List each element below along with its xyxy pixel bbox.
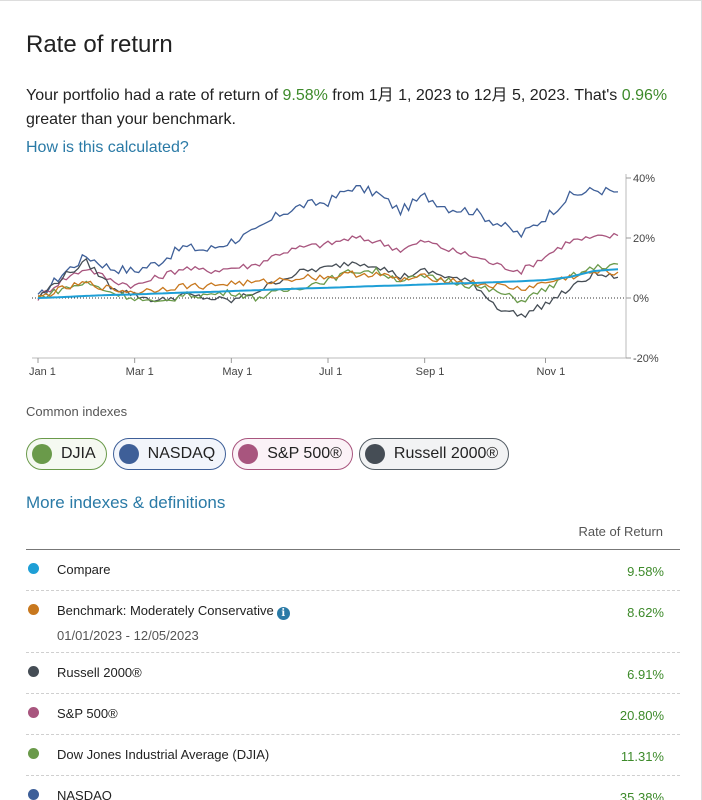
- table-row-compare: Compare 9.58%: [26, 550, 680, 591]
- summary-suffix: greater than your benchmark.: [26, 111, 236, 128]
- returns-table: Compare 9.58% Benchmark: Moderately Cons…: [26, 550, 680, 800]
- row-name: Compare: [57, 562, 111, 577]
- nasdaq-color-dot: [118, 444, 139, 464]
- x-tick-label: Mar 1: [126, 366, 154, 378]
- table-header-divider: [26, 549, 680, 550]
- nasdaq-chip[interactable]: NASDAQ: [112, 438, 227, 470]
- table-row-djia: Dow Jones Industrial Average (DJIA) 11.3…: [26, 735, 680, 776]
- nasdaq-row-color-dot: [28, 789, 39, 800]
- y-tick-label: -20%: [633, 353, 659, 365]
- benchmark-color-dot: [28, 604, 39, 615]
- y-tick-label: 40%: [633, 173, 655, 185]
- x-tick-label: May 1: [222, 366, 252, 378]
- row-value: 11.31%: [620, 749, 664, 764]
- djia-row-color-dot: [28, 748, 39, 759]
- how-calculated-link[interactable]: How is this calculated?: [26, 139, 189, 156]
- row-value: 20.80%: [619, 708, 664, 723]
- benchmark-difference-value: 0.96%: [621, 87, 668, 104]
- russell-color-dot: [364, 444, 385, 464]
- rate-of-return-column-header: Rate of Return: [578, 524, 663, 539]
- series-line-s-p-500: [37, 232, 619, 301]
- x-tick-label: Sep 1: [416, 366, 445, 378]
- table-row-sp500: S&P 500® 20.80%: [26, 694, 680, 735]
- row-value: 9.58%: [627, 564, 664, 579]
- row-name: NASDAQ: [57, 788, 112, 800]
- page-title: Rate of return: [26, 31, 173, 58]
- series-line-compare: [37, 268, 619, 299]
- row-value: 35.38%: [619, 790, 664, 800]
- x-tick-label: Nov 1: [537, 366, 566, 378]
- row-name: S&P 500®: [57, 706, 118, 721]
- summary-prefix: Your portfolio had a rate of return of: [26, 87, 283, 104]
- row-value: 8.62%: [627, 605, 664, 620]
- sp500-chip-label: S&P 500®: [267, 445, 342, 462]
- table-row-russell: Russell 2000® 6.91%: [26, 653, 680, 694]
- row-value: 6.91%: [627, 667, 664, 682]
- x-tick-label: Jul 1: [319, 366, 342, 378]
- row-name: Russell 2000®: [57, 665, 142, 680]
- index-chip-group: DJIA NASDAQ S&P 500® Russell 2000®: [26, 438, 510, 470]
- summary-middle: from 1月 1, 2023 to 12月 5, 2023. That's: [327, 87, 622, 104]
- series-line-dow-jones-industrial-average-djia: [37, 262, 619, 304]
- series-line-benchmark-moderately-conservative: [37, 268, 619, 298]
- nasdaq-chip-label: NASDAQ: [147, 445, 216, 462]
- djia-color-dot: [32, 444, 52, 464]
- row-name: Benchmark: Moderately Conservative: [57, 603, 274, 618]
- djia-chip[interactable]: DJIA: [26, 438, 107, 470]
- y-tick-label: 0%: [633, 293, 649, 305]
- sp500-row-color-dot: [28, 707, 39, 718]
- sp500-color-dot: [238, 444, 259, 464]
- djia-chip-label: DJIA: [61, 445, 96, 462]
- portfolio-return-value: 9.58%: [282, 87, 328, 104]
- table-row-nasdaq: NASDAQ 35.38%: [26, 776, 680, 800]
- info-icon[interactable]: i: [276, 607, 290, 620]
- row-name: Dow Jones Industrial Average (DJIA): [57, 747, 270, 762]
- russell-chip[interactable]: Russell 2000®: [358, 438, 510, 470]
- more-indexes-link[interactable]: More indexes & definitions: [26, 493, 226, 512]
- table-row-benchmark: Benchmark: Moderately Conservative i 01/0…: [26, 591, 680, 653]
- row-date-range: 01/01/2023 - 12/05/2023: [57, 628, 199, 643]
- russell-chip-label: Russell 2000®: [393, 445, 499, 462]
- sp500-chip[interactable]: S&P 500®: [232, 438, 353, 470]
- russell-row-color-dot: [28, 666, 39, 677]
- common-indexes-label: Common indexes: [26, 404, 128, 419]
- series-line-nasdaq: [37, 185, 619, 296]
- x-tick-label: Jan 1: [29, 366, 56, 378]
- y-tick-label: 20%: [633, 233, 655, 245]
- row-name-wrapper: Benchmark: Moderately Conservative i: [57, 603, 290, 620]
- return-summary: Your portfolio had a rate of return of 9…: [26, 84, 676, 132]
- return-chart: 40% 20% 0% -20% Jan 1 Mar 1 May 1 Jul 1 Sep 1 Nov…: [29, 173, 659, 378]
- compare-color-dot: [28, 563, 39, 574]
